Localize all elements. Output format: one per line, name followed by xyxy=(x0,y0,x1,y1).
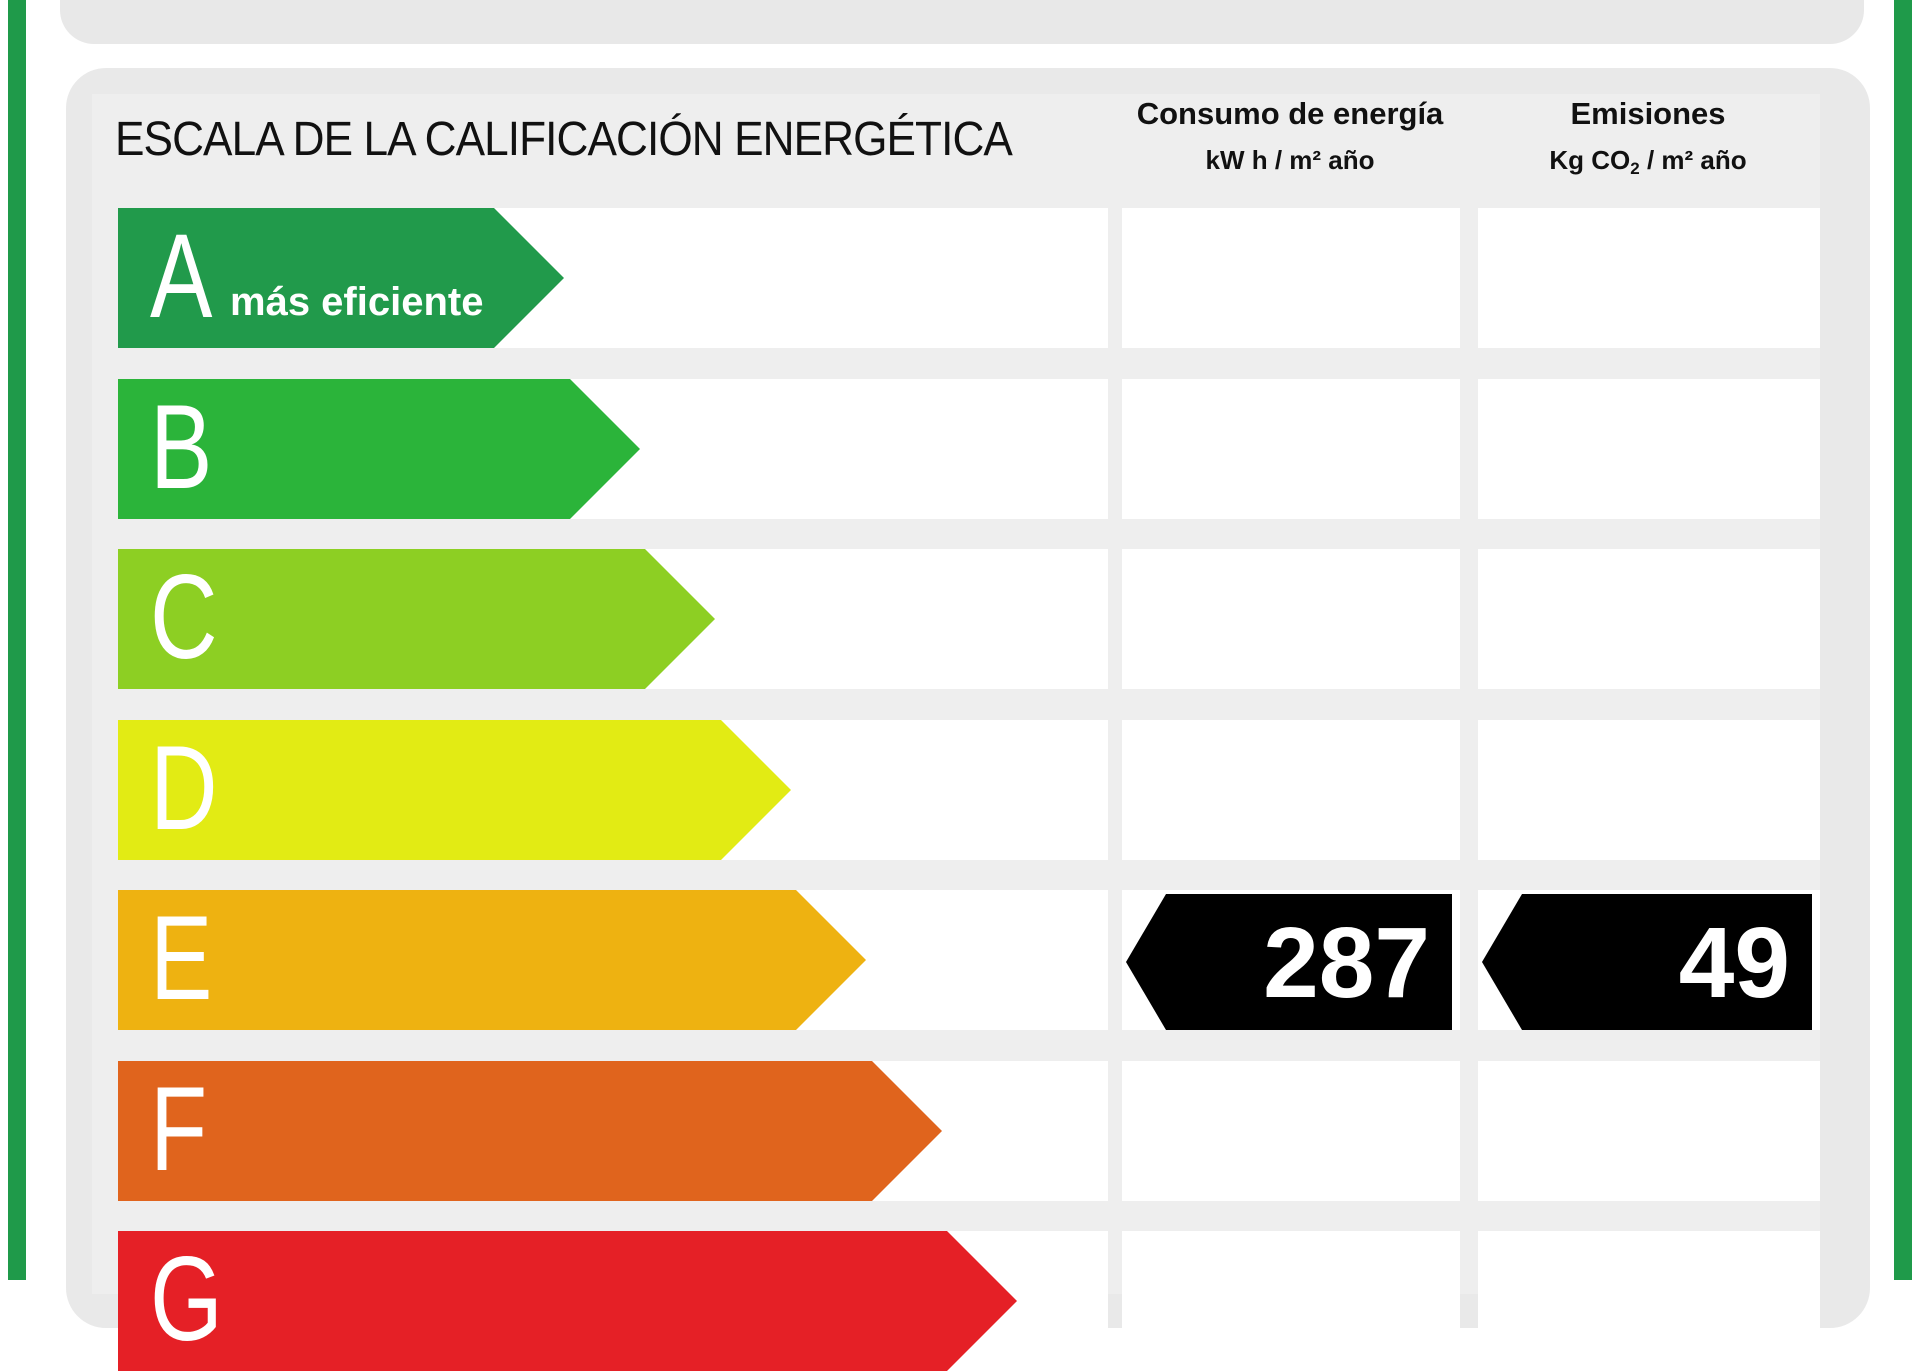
class-letter: D xyxy=(150,721,218,855)
consumption-cell-g xyxy=(1122,1231,1460,1371)
emissions-header: Emisiones Kg CO2 / m² año xyxy=(1478,96,1818,185)
class-arrow-d: D xyxy=(118,720,791,860)
emissions-cell-a xyxy=(1478,208,1820,348)
class-letter: E xyxy=(150,891,213,1025)
consumption-cell-d xyxy=(1122,720,1460,860)
class-letter: C xyxy=(150,550,218,684)
class-letter: G xyxy=(150,1232,223,1366)
consumption-title: Consumo de energía xyxy=(1136,96,1444,131)
class-letter: F xyxy=(150,1062,208,1196)
emissions-title: Emisiones xyxy=(1570,96,1726,131)
class-arrow-b: B xyxy=(118,379,640,519)
consumption-value: 287 xyxy=(1263,907,1430,1019)
emissions-cell-c xyxy=(1478,549,1820,689)
consumption-cell-b xyxy=(1122,379,1460,519)
emissions-value-marker: 49 xyxy=(1482,894,1812,1030)
emissions-cell-f xyxy=(1478,1061,1820,1201)
consumption-header: Consumo de energía kW h / m² año xyxy=(1120,96,1460,176)
emissions-unit: Kg CO2 / m² año xyxy=(1549,145,1747,178)
class-letter: B xyxy=(150,380,213,514)
class-caption: más eficiente xyxy=(230,280,484,324)
emissions-cell-g xyxy=(1478,1231,1820,1371)
consumption-unit: kW h / m² año xyxy=(1205,145,1375,175)
top-panel xyxy=(60,0,1864,44)
consumption-value-marker: 287 xyxy=(1126,894,1452,1030)
right-border xyxy=(1894,0,1912,1280)
class-arrow-e: E xyxy=(118,890,866,1030)
emissions-cell-d xyxy=(1478,720,1820,860)
scale-title: ESCALA DE LA CALIFICACIÓN ENERGÉTICA xyxy=(115,113,1013,166)
class-arrow-f: F xyxy=(118,1061,942,1201)
class-arrow-c: C xyxy=(118,549,715,689)
emissions-value: 49 xyxy=(1678,907,1790,1019)
consumption-cell-a xyxy=(1122,208,1460,348)
consumption-cell-f xyxy=(1122,1061,1460,1201)
consumption-cell-c xyxy=(1122,549,1460,689)
left-border xyxy=(8,0,26,1280)
emissions-cell-b xyxy=(1478,379,1820,519)
class-arrow-g: G xyxy=(118,1231,1017,1371)
class-letter: A xyxy=(150,209,213,343)
